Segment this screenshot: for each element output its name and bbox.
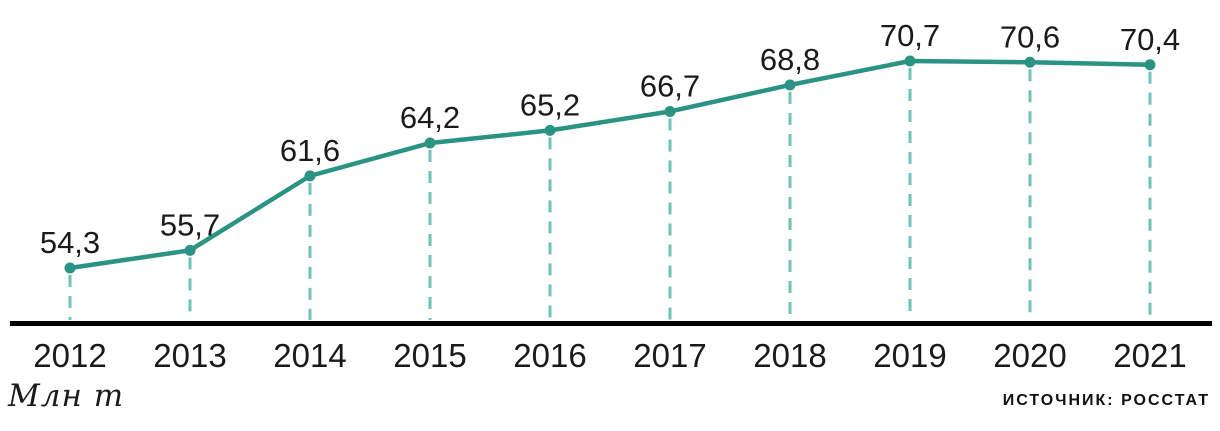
x-axis-tick-label: 2019 [873, 337, 946, 374]
x-axis-tick-label: 2016 [513, 337, 586, 374]
x-axis-tick-label: 2017 [633, 337, 706, 374]
value-label: 61,6 [280, 133, 340, 168]
value-label: 54,3 [40, 225, 100, 260]
value-label: 70,6 [1000, 19, 1060, 54]
data-point [1024, 56, 1036, 68]
y-axis-unit-label: Млн т [8, 378, 125, 414]
data-point [64, 262, 76, 274]
x-axis-tick-label: 2013 [153, 337, 226, 374]
value-label: 70,4 [1120, 22, 1180, 57]
value-label: 66,7 [640, 68, 700, 103]
data-point [184, 244, 196, 256]
data-point [904, 55, 916, 67]
x-axis-tick-label: 2018 [753, 337, 826, 374]
data-point [304, 170, 316, 182]
value-label: 68,8 [760, 42, 820, 77]
x-axis-tick-label: 2020 [993, 337, 1066, 374]
x-axis-tick-label: 2014 [273, 337, 346, 374]
value-label: 55,7 [160, 207, 220, 242]
value-label: 70,7 [880, 18, 940, 53]
data-point [1144, 59, 1156, 71]
x-axis-tick-label: 2015 [393, 337, 466, 374]
source-attribution-label: ИСТОЧНИК: РОССТАТ [1002, 392, 1210, 409]
trend-line [67, 58, 1153, 271]
value-label: 65,2 [520, 87, 580, 122]
data-point [784, 79, 796, 91]
x-axis-line [10, 321, 1212, 326]
data-point [424, 137, 436, 149]
x-axis-tick-label: 2021 [1113, 337, 1186, 374]
value-label: 64,2 [400, 100, 460, 135]
data-point [664, 105, 676, 117]
x-axis-tick-label: 2012 [33, 337, 106, 374]
data-point [544, 124, 556, 136]
